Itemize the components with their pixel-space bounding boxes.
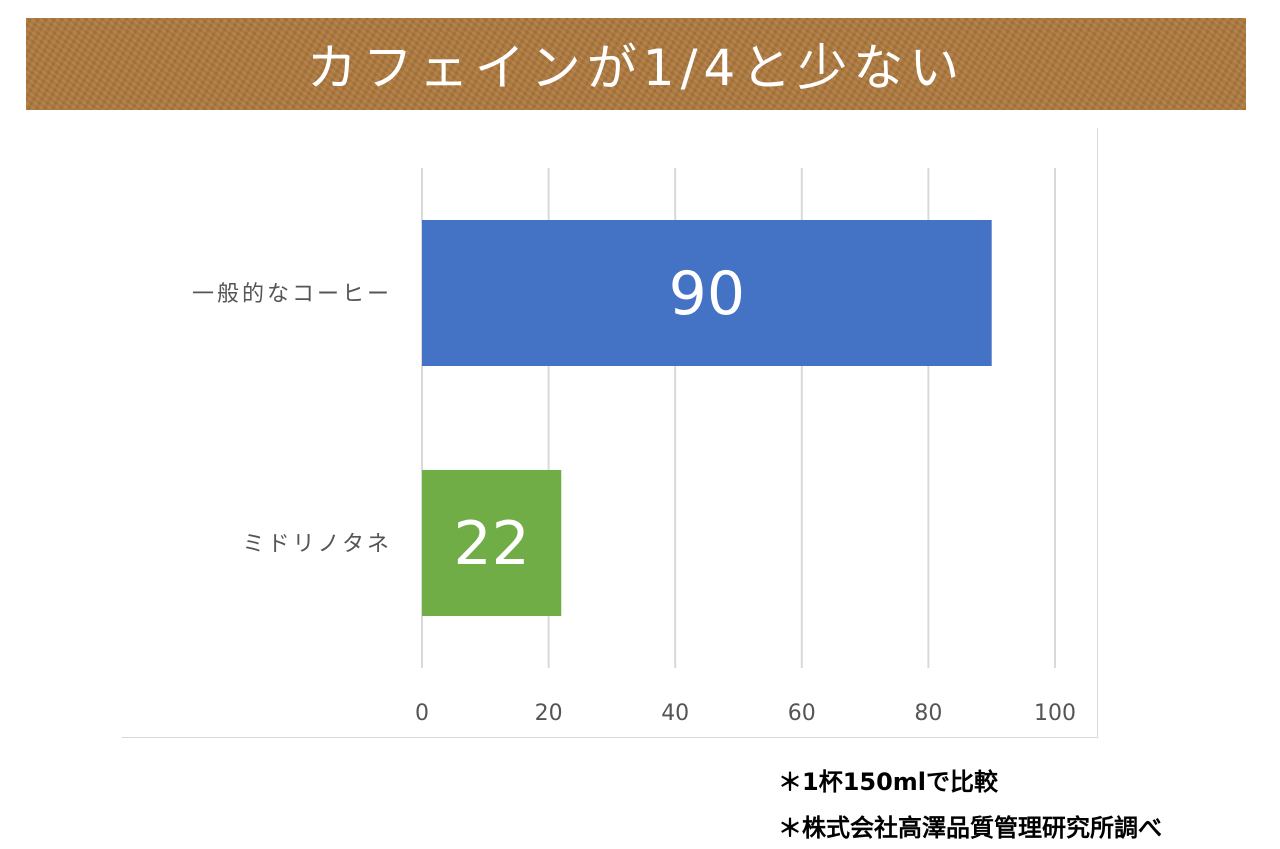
note-comparison-basis: ＊1杯150mlで比較 — [778, 768, 999, 796]
title-banner: カフェインが1/4と少ない — [26, 18, 1246, 110]
x-tick-label: 40 — [661, 701, 689, 726]
chart-title: カフェインが1/4と少ない — [306, 39, 966, 97]
chart-area: 0 20 40 60 80 100 一般的なコーヒー 90 ミドリノタネ 22 — [122, 128, 1098, 738]
x-tick-label: 60 — [788, 701, 816, 726]
category-label: 一般的なコーヒー — [192, 282, 392, 307]
data-label: 22 — [453, 509, 529, 579]
bar-0 — [422, 220, 992, 366]
data-label: 90 — [669, 259, 745, 329]
x-tick-label: 0 — [415, 701, 429, 726]
bar-chart: 0 20 40 60 80 100 一般的なコーヒー 90 ミドリノタネ 22 — [192, 168, 1076, 726]
bar-1 — [422, 470, 562, 616]
category-label: ミドリノタネ — [242, 532, 392, 557]
x-tick-label: 20 — [535, 701, 563, 726]
x-tick-label: 100 — [1034, 701, 1076, 726]
note-research-source: ＊株式会社高澤品質管理研究所調べ — [778, 814, 1162, 842]
x-tick-label: 80 — [914, 701, 942, 726]
